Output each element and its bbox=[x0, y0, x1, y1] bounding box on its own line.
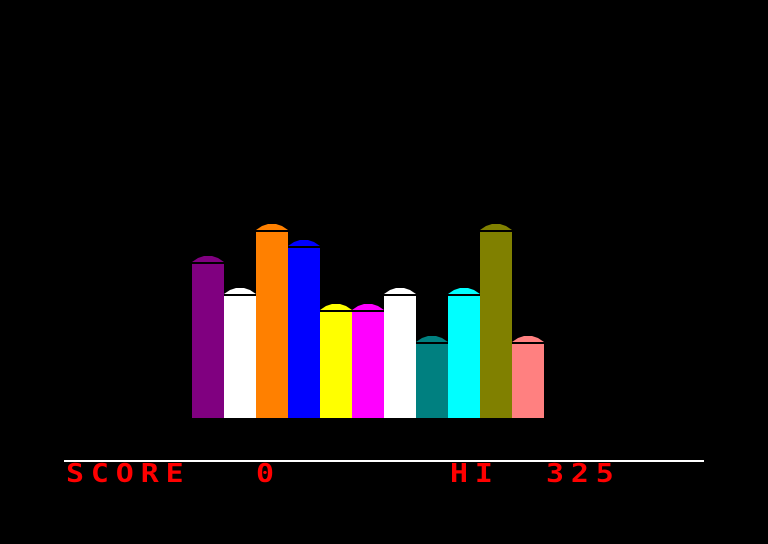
column-rim bbox=[480, 230, 512, 232]
column-body bbox=[224, 297, 256, 418]
column-body bbox=[512, 345, 544, 418]
column-cap bbox=[192, 254, 224, 266]
column-body bbox=[320, 313, 352, 418]
column-cap bbox=[256, 222, 288, 234]
column-8 bbox=[416, 334, 448, 418]
score-label: SCORE bbox=[66, 459, 191, 489]
column-3 bbox=[256, 222, 288, 418]
score-value: 0 bbox=[256, 459, 281, 489]
column-body bbox=[352, 313, 384, 418]
column-cap bbox=[416, 334, 448, 346]
column-body bbox=[288, 249, 320, 418]
hi-score-value: 325 bbox=[546, 459, 621, 489]
column-cap bbox=[352, 302, 384, 314]
column-body bbox=[256, 233, 288, 418]
column-body bbox=[448, 297, 480, 418]
column-6 bbox=[352, 302, 384, 418]
column-rim bbox=[224, 294, 256, 296]
column-rim bbox=[512, 342, 544, 344]
column-cap bbox=[384, 286, 416, 298]
column-cap bbox=[480, 222, 512, 234]
column-rim bbox=[384, 294, 416, 296]
column-body bbox=[384, 297, 416, 418]
column-2 bbox=[224, 286, 256, 418]
column-rim bbox=[192, 262, 224, 264]
column-body bbox=[480, 233, 512, 418]
column-7 bbox=[384, 286, 416, 418]
column-body bbox=[192, 265, 224, 418]
column-cap bbox=[512, 334, 544, 346]
column-11 bbox=[512, 334, 544, 418]
column-4 bbox=[288, 238, 320, 418]
column-cap bbox=[224, 286, 256, 298]
column-rim bbox=[448, 294, 480, 296]
column-rim bbox=[320, 310, 352, 312]
column-cap bbox=[320, 302, 352, 314]
column-rim bbox=[256, 230, 288, 232]
column-cap bbox=[288, 238, 320, 250]
column-5 bbox=[320, 302, 352, 418]
hud: SCORE 0 HI 325 bbox=[0, 459, 768, 489]
column-cap bbox=[448, 286, 480, 298]
column-rim bbox=[352, 310, 384, 312]
column-1 bbox=[192, 254, 224, 418]
column-body bbox=[416, 345, 448, 418]
column-rim bbox=[416, 342, 448, 344]
column-rim bbox=[288, 246, 320, 248]
hud-divider-line bbox=[64, 460, 704, 462]
column-9 bbox=[448, 286, 480, 418]
column-10 bbox=[480, 222, 512, 418]
hi-score-label: HI bbox=[450, 459, 500, 489]
